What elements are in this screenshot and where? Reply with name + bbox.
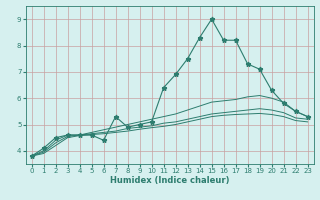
X-axis label: Humidex (Indice chaleur): Humidex (Indice chaleur) — [110, 176, 229, 185]
